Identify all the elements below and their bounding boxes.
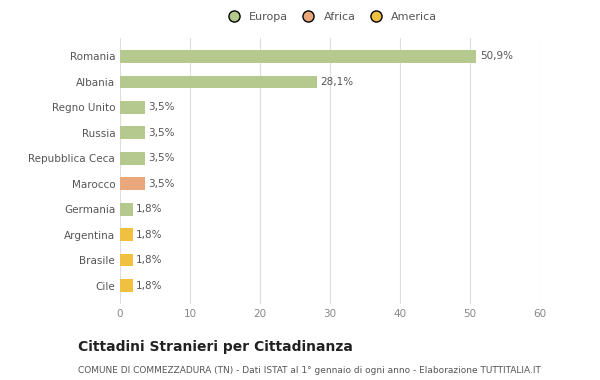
Text: 50,9%: 50,9% xyxy=(480,51,513,62)
Bar xyxy=(120,203,133,215)
Text: 1,8%: 1,8% xyxy=(136,280,163,291)
Legend: Europa, Africa, America: Europa, Africa, America xyxy=(223,12,437,22)
Text: Cittadini Stranieri per Cittadinanza: Cittadini Stranieri per Cittadinanza xyxy=(78,340,353,355)
Bar xyxy=(120,152,145,165)
Text: 1,8%: 1,8% xyxy=(136,230,163,240)
Text: COMUNE DI COMMEZZADURA (TN) - Dati ISTAT al 1° gennaio di ogni anno - Elaborazio: COMUNE DI COMMEZZADURA (TN) - Dati ISTAT… xyxy=(78,366,541,375)
Text: 28,1%: 28,1% xyxy=(320,77,353,87)
Text: 3,5%: 3,5% xyxy=(148,128,175,138)
Bar xyxy=(120,127,145,139)
Bar xyxy=(120,279,133,292)
Bar xyxy=(120,76,317,88)
Bar xyxy=(120,50,476,63)
Text: 1,8%: 1,8% xyxy=(136,204,163,214)
Text: 1,8%: 1,8% xyxy=(136,255,163,265)
Bar xyxy=(120,177,145,190)
Text: 3,5%: 3,5% xyxy=(148,179,175,189)
Bar xyxy=(120,254,133,266)
Bar xyxy=(120,228,133,241)
Text: 3,5%: 3,5% xyxy=(148,102,175,112)
Bar xyxy=(120,101,145,114)
Text: 3,5%: 3,5% xyxy=(148,153,175,163)
